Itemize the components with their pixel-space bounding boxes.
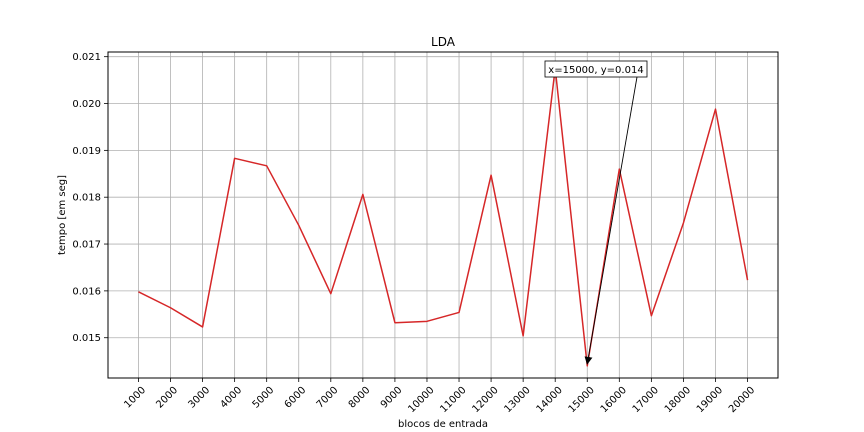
x-tick-label: 14000 [535, 385, 565, 415]
series-line [138, 67, 749, 367]
x-tick-label: 19000 [695, 385, 725, 415]
y-tick-label: 0.018 [72, 193, 101, 204]
x-tick-label: 20000 [727, 385, 757, 415]
plot-area-frame [107, 51, 779, 379]
x-tick-label: 9000 [379, 385, 405, 411]
x-tick-label: 10000 [406, 385, 436, 415]
y-tick-label: 0.017 [72, 240, 101, 251]
series-layer [138, 67, 749, 367]
x-tick-label: 16000 [599, 385, 629, 415]
x-axis-label: blocos de entrada [398, 419, 488, 430]
x-tick-label: 17000 [631, 385, 661, 415]
x-tick-label: 3000 [186, 385, 212, 411]
x-tick-label: 7000 [315, 385, 341, 411]
grid-layer [108, 52, 778, 378]
annotation-layer: x=15000, y=0.014 [544, 60, 648, 365]
x-tick-label: 5000 [251, 385, 277, 411]
y-tick-label: 0.020 [72, 99, 101, 110]
x-tick-label: 8000 [347, 385, 373, 411]
x-tick-label: 13000 [503, 385, 533, 415]
annotation-box [544, 60, 648, 78]
x-tick-label: 4000 [219, 385, 245, 411]
y-tick-label: 0.019 [72, 146, 101, 157]
x-tick-label: 2000 [154, 385, 180, 411]
annotation-arrow [584, 76, 638, 365]
x-tick-label: 18000 [663, 385, 693, 415]
chart-title: LDA [431, 35, 456, 49]
y-axis-label: tempo [em seg] [57, 175, 68, 255]
x-tick-label: 6000 [283, 385, 309, 411]
y-tick-label: 0.021 [72, 52, 101, 63]
x-tick-label: 1000 [122, 385, 148, 411]
y-tick-label: 0.016 [72, 286, 101, 297]
tick-layer: 1000 2000 3000 4000 5000 6000 7000 8000 9000 1000… [72, 52, 757, 415]
x-tick-label: 15000 [567, 385, 597, 415]
y-tick-label: 0.015 [72, 333, 101, 344]
x-tick-label: 12000 [470, 385, 500, 415]
annotation-text: x=15000, y=0.014 [548, 65, 643, 76]
x-tick-label: 11000 [438, 385, 468, 415]
